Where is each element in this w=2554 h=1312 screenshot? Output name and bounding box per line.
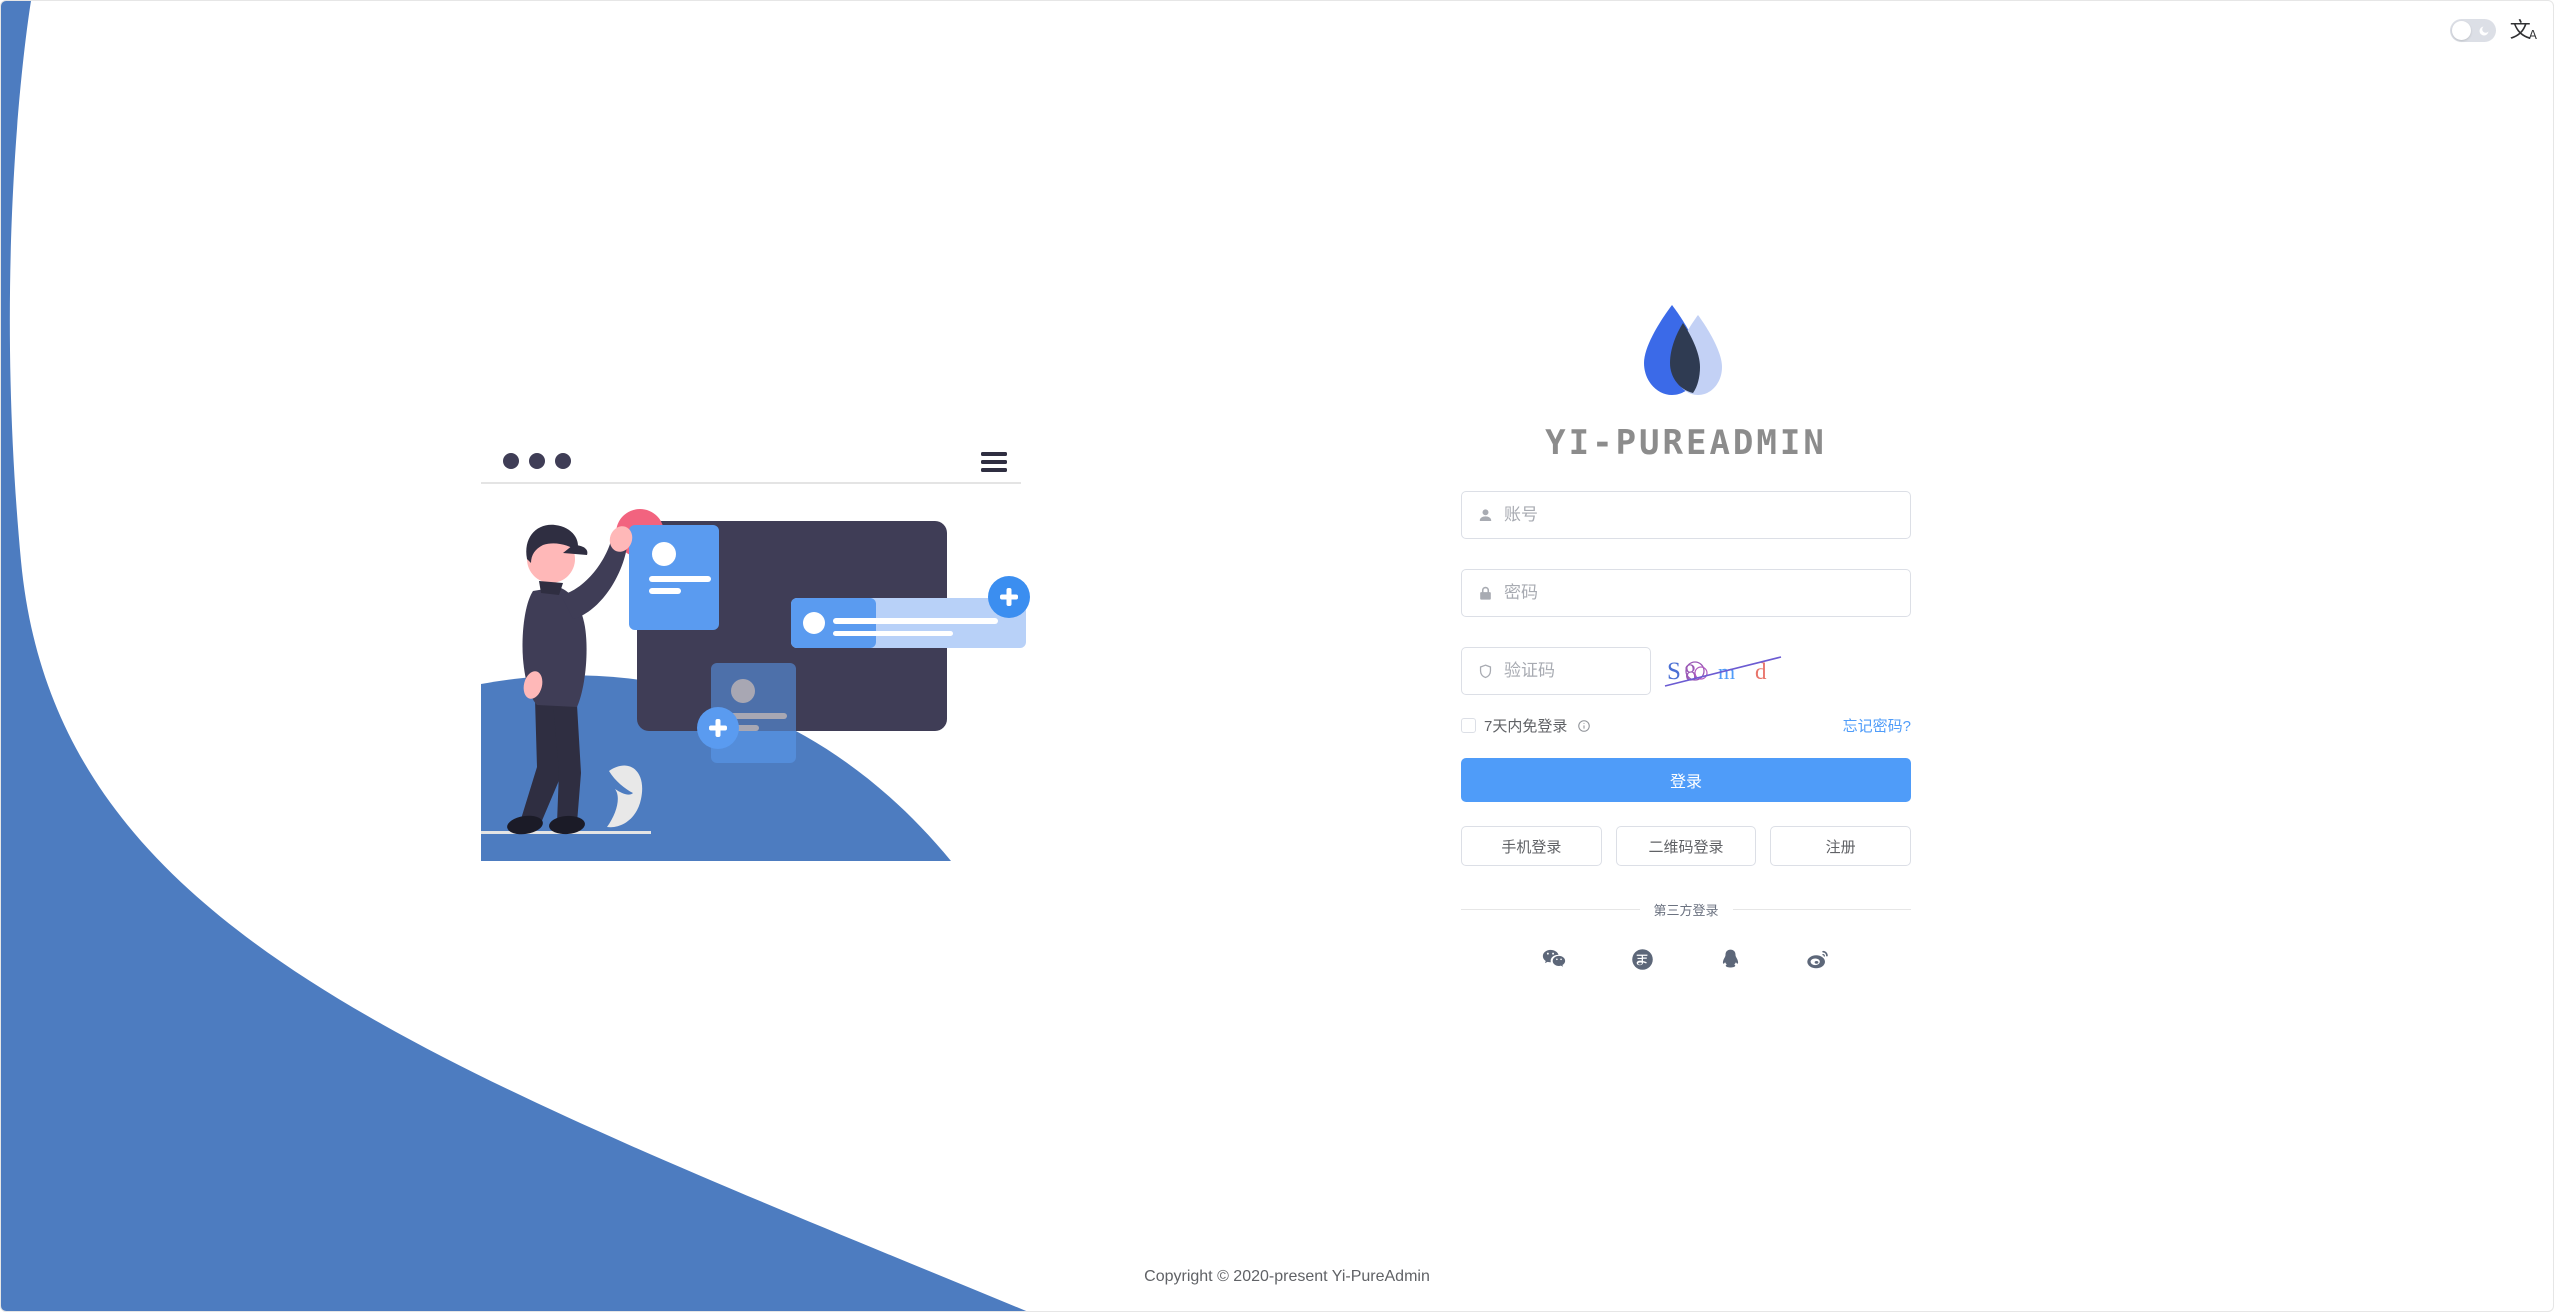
illustration-card-top [629,525,719,630]
divider-line-left [1461,909,1640,910]
illustration-plus-button-bottom [697,707,739,749]
moon-icon [2478,25,2490,37]
divider-line-right [1732,909,1912,910]
username-input[interactable] [1504,505,1896,525]
info-circle-icon[interactable] [1577,719,1591,733]
shield-icon [1476,662,1494,680]
dark-mode-toggle[interactable] [2449,19,2496,42]
remember-me-label: 7天内免登录 [1484,718,1568,735]
captcha-field: S 8 m d [1461,647,1911,695]
page-title: YI-PUREADMIN [1545,423,1827,463]
options-row: 7天内免登录 忘记密码? [1461,715,1911,736]
password-field [1461,569,1911,617]
illustration-hamburger-icon [981,452,1007,472]
brand: YI-PUREADMIN [1461,301,1911,463]
svg-text:S: S [1667,658,1681,685]
third-party-providers [1461,945,1911,973]
illustration-dot [555,453,571,469]
login-button[interactable]: 登录 [1461,758,1911,802]
password-input-wrap[interactable] [1461,569,1911,617]
translate-glyph: 文 [2509,18,2531,42]
footer: Copyright © 2020-present Yi-PureAdmin [1,1268,2553,1286]
remember-me-checkbox[interactable]: 7天内免登录 [1461,715,1591,736]
translate-sub-glyph: A [2528,28,2537,42]
illustration-dot [503,453,519,469]
register-button[interactable]: 注册 [1770,826,1912,866]
person-with-ui-cards-illustration [481,452,1030,861]
alt-login-buttons: 手机登录 二维码登录 注册 [1461,826,1912,866]
login-panel: YI-PUREADMIN [1461,301,1912,973]
username-field [1461,491,1911,539]
username-input-wrap[interactable] [1461,491,1911,539]
qq-icon[interactable] [1716,945,1744,973]
qrcode-login-button[interactable]: 二维码登录 [1615,826,1757,866]
user-icon [1476,506,1494,524]
forgot-password-link[interactable]: 忘记密码? [1842,718,1911,735]
svg-text:d: d [1755,659,1767,684]
water-drop-logo [1644,305,1722,395]
illustration-dot [529,453,545,469]
illustration-plus-button-right [988,576,1030,618]
password-input[interactable] [1504,583,1896,603]
checkbox-box [1461,718,1476,733]
captcha-input-wrap[interactable] [1461,647,1725,695]
alipay-icon[interactable] [1628,945,1656,973]
copyright-text: Copyright © 2020-present Yi-PureAdmin [1144,1268,1430,1285]
wechat-icon[interactable] [1540,945,1568,973]
captcha-image[interactable]: S 8 m d [1663,649,1783,693]
weibo-icon[interactable] [1804,945,1832,973]
toggle-knob [2451,21,2471,40]
third-party-label: 第三方登录 [1653,903,1719,918]
lock-icon [1476,584,1494,602]
svg-text:m: m [1718,659,1735,684]
phone-login-button[interactable]: 手机登录 [1461,826,1602,866]
third-party-divider: 第三方登录 [1461,900,1912,919]
